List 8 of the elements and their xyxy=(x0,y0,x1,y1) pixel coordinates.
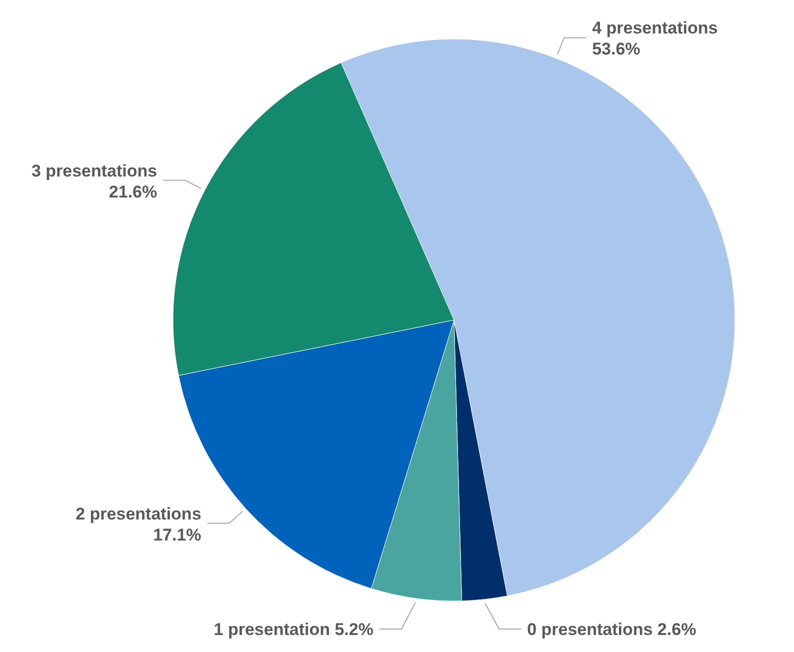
data-label: 17.1% xyxy=(153,525,202,544)
data-label: 53.6% xyxy=(592,40,640,59)
slice-label: 0 presentations 2.6% xyxy=(527,620,696,639)
slice-label: 4 presentations xyxy=(592,18,718,38)
slice-label: 3 presentations xyxy=(31,161,158,180)
data-label: 21.6% xyxy=(108,182,158,202)
slice-label: 2 presentations xyxy=(76,504,202,524)
slice-label: 1 presentation 5.2% xyxy=(214,620,374,639)
